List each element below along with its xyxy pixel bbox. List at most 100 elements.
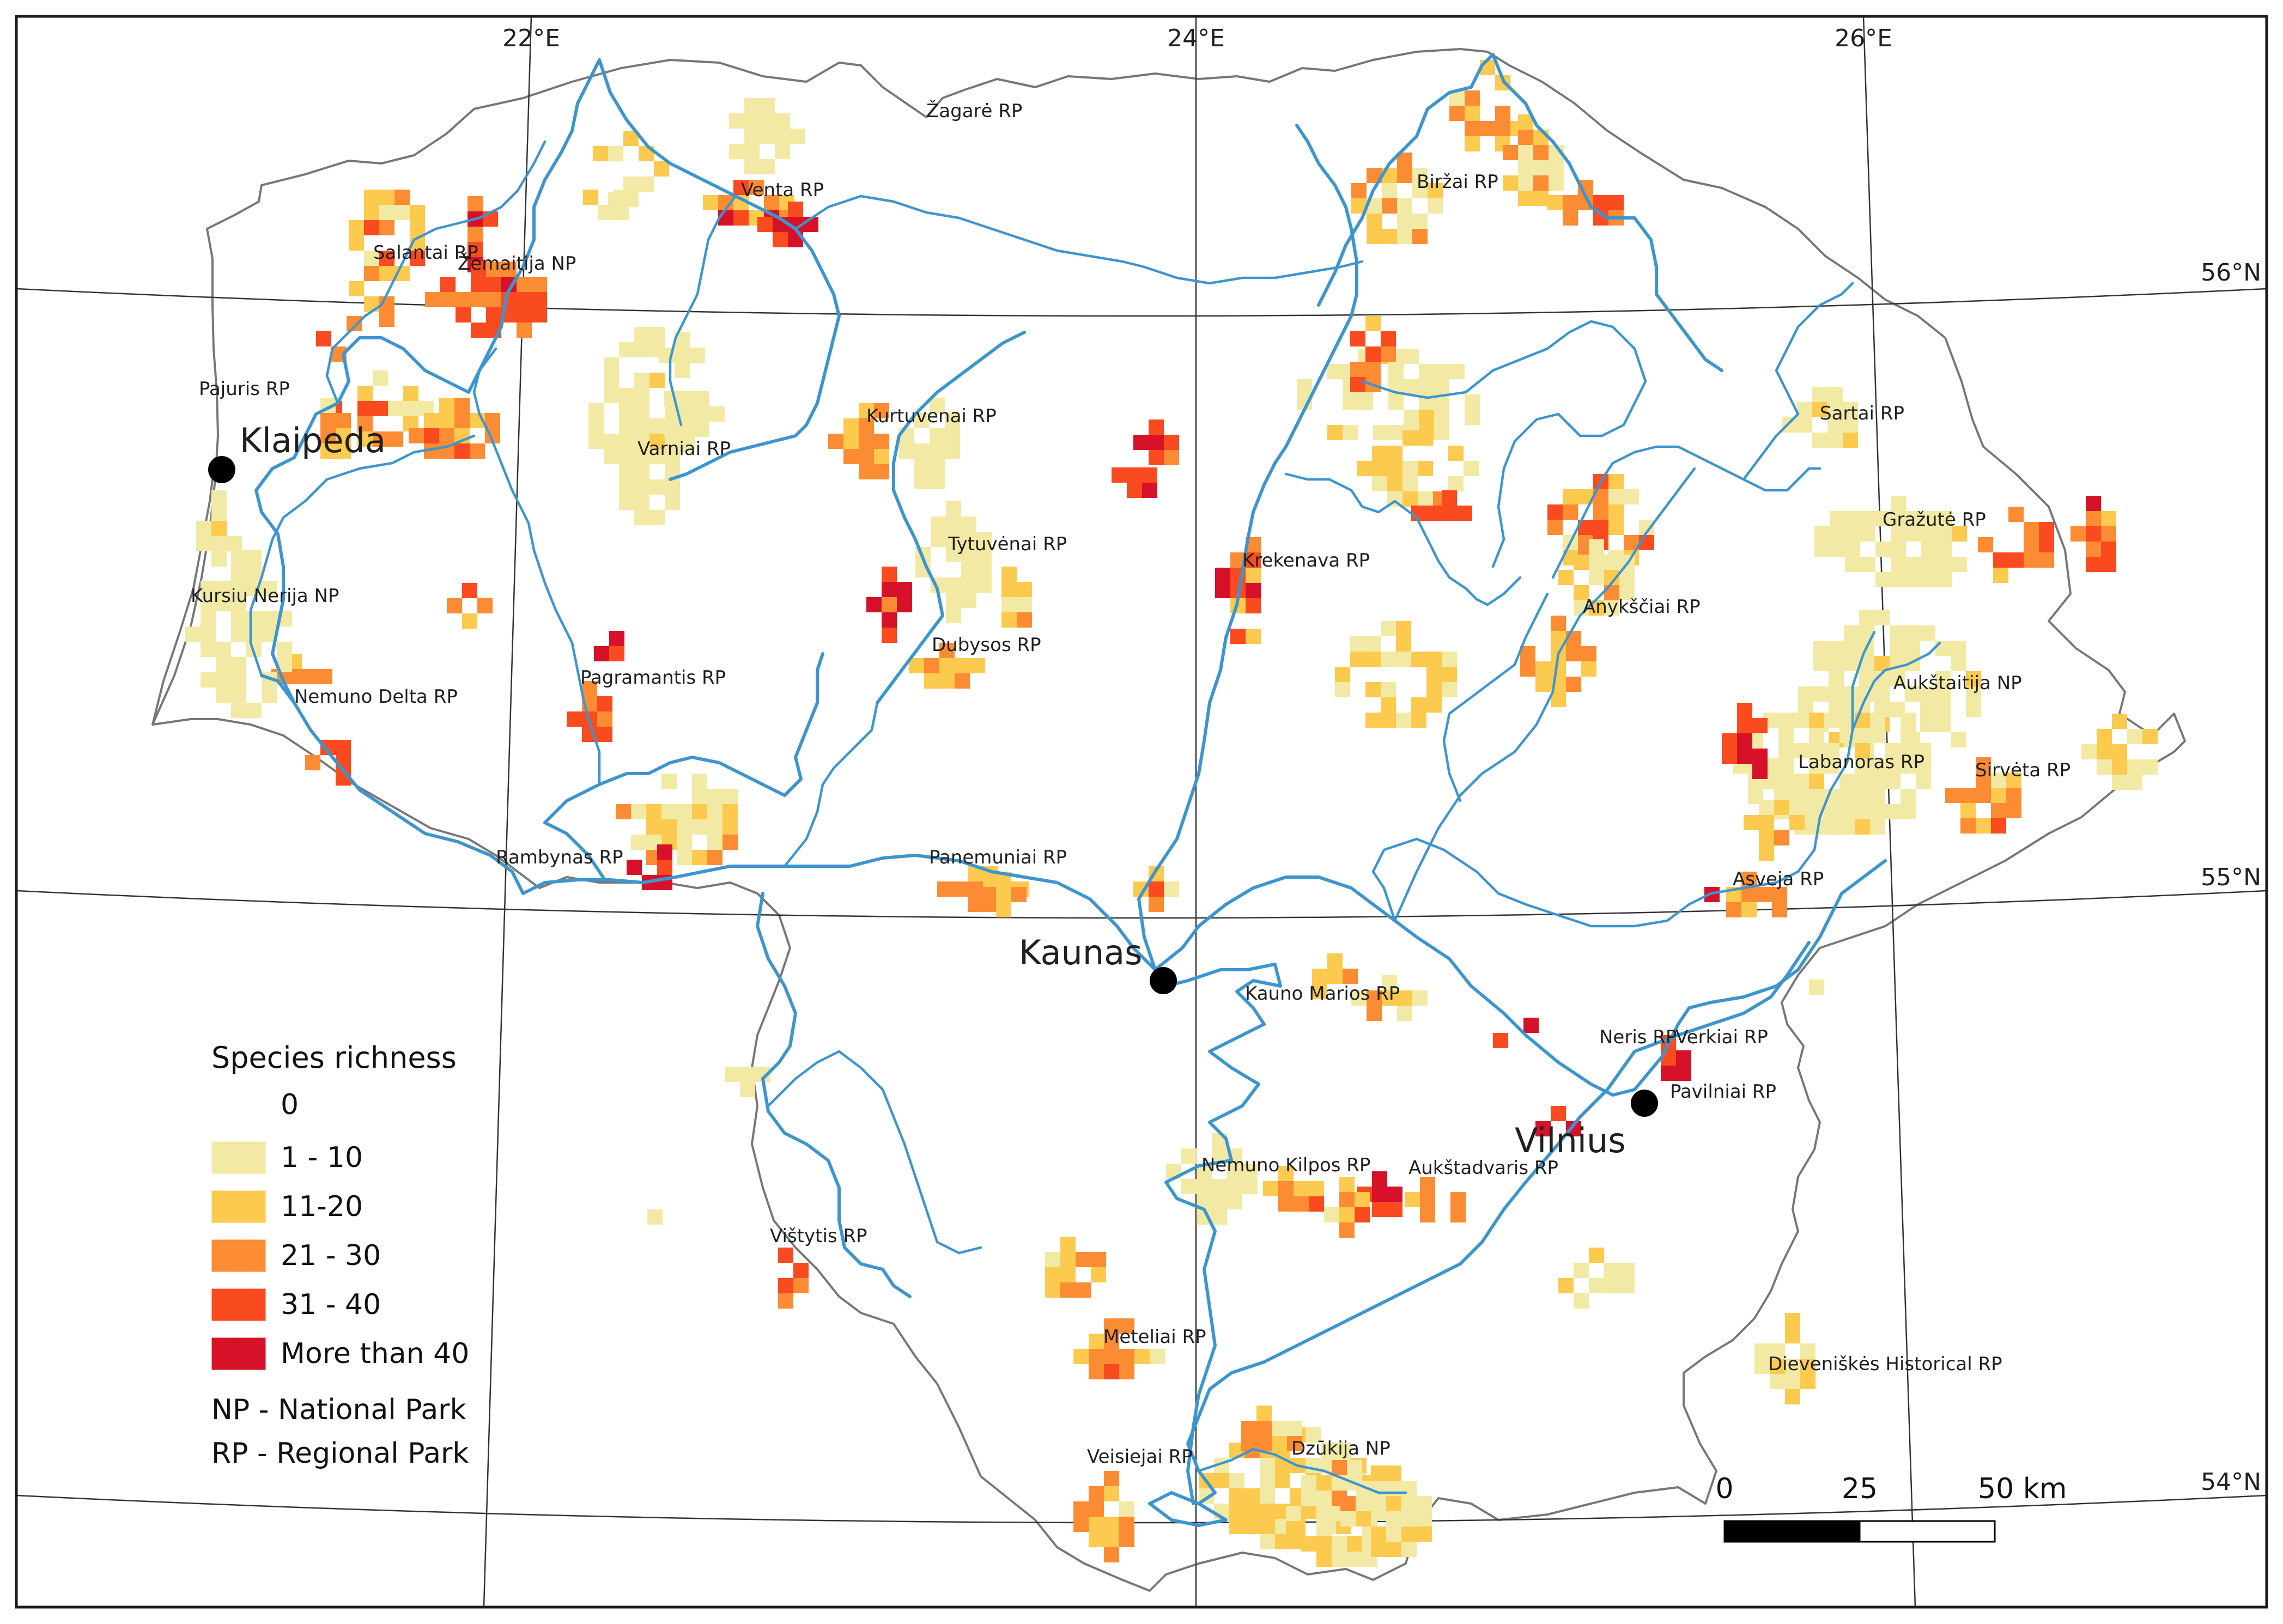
richness-cell — [357, 416, 373, 431]
richness-cell — [379, 266, 394, 281]
richness-cell — [793, 1263, 809, 1278]
richness-cell — [1316, 1552, 1332, 1567]
richness-cell — [1905, 641, 1920, 656]
richness-cell — [349, 281, 364, 296]
richness-cell — [1533, 130, 1549, 145]
richness-cell — [694, 391, 709, 406]
richness-cell — [597, 727, 612, 742]
park-label: Salantai RP — [373, 242, 478, 264]
park-label: Aukštadvaris RP — [1408, 1157, 1558, 1179]
richness-cell — [1229, 1504, 1244, 1519]
richness-cell — [1357, 461, 1372, 476]
river-network — [249, 53, 1941, 1527]
richness-cell — [631, 835, 646, 850]
richness-cell — [733, 180, 749, 195]
richness-cell — [1518, 160, 1533, 175]
park-label: Veisiejai RP — [1087, 1446, 1193, 1468]
park-label: Tytuvėnai RP — [948, 533, 1067, 555]
richness-cell — [914, 413, 930, 428]
richness-cell — [1563, 210, 1578, 226]
richness-cell — [1350, 636, 1365, 652]
richness-cell — [1558, 570, 1574, 585]
richness-cell — [1260, 1519, 1275, 1534]
richness-cell — [946, 593, 961, 608]
richness-cell — [1412, 183, 1428, 198]
richness-cell — [454, 413, 470, 428]
richness-cell — [1076, 1282, 1091, 1298]
richness-cell — [1935, 686, 1951, 702]
richness-cell — [1533, 175, 1549, 191]
richness-cell — [1619, 1278, 1635, 1293]
richness-cell — [882, 582, 897, 597]
richness-cell — [1465, 136, 1480, 151]
richness-cell — [1388, 425, 1404, 440]
richness-cell — [231, 703, 246, 718]
richness-cell — [634, 327, 649, 342]
richness-cell — [316, 331, 331, 346]
richness-cell — [1558, 1278, 1574, 1293]
richness-cell — [976, 532, 992, 547]
park-label: Biržai RP — [1417, 171, 1498, 193]
richness-cell — [1533, 145, 1549, 160]
richness-cell — [1119, 1532, 1134, 1547]
richness-cell — [931, 516, 946, 532]
richness-cell — [2039, 552, 2054, 568]
richness-cell — [1272, 1436, 1287, 1451]
richness-cell — [1936, 511, 1952, 526]
richness-cell — [614, 205, 629, 220]
richness-cell — [1951, 732, 1966, 747]
richness-cell — [1752, 718, 1768, 733]
richness-cell — [246, 611, 262, 627]
richness-cell — [2006, 803, 2021, 818]
richness-cell — [608, 146, 623, 161]
richness-cell — [336, 413, 351, 428]
richness-cell — [1901, 789, 1916, 804]
richness-cell — [1396, 621, 1411, 636]
lielupe-tributary — [1361, 320, 1647, 568]
richness-cell — [216, 672, 231, 688]
park-label: Meteliai RP — [1103, 1326, 1206, 1348]
richness-cell — [692, 819, 707, 835]
richness-cell — [262, 581, 277, 596]
richness-cell — [946, 577, 961, 593]
richness-cell — [899, 443, 914, 459]
venta-tributary — [669, 194, 737, 427]
richness-cell — [1593, 195, 1608, 210]
richness-cell — [1860, 511, 1875, 526]
richness-cell — [1860, 557, 1875, 572]
richness-cell — [1309, 1181, 1324, 1196]
richness-cell — [1844, 625, 1859, 641]
richness-cell — [828, 434, 843, 449]
sirvinta-river — [1442, 592, 1549, 802]
venta-river — [598, 58, 841, 481]
richness-cell — [588, 434, 604, 449]
richness-cell — [677, 804, 692, 819]
richness-cell — [1227, 1179, 1242, 1194]
richness-cell — [1428, 183, 1443, 198]
richness-cell — [1402, 461, 1418, 476]
richness-cell — [1774, 800, 1789, 815]
richness-cell — [1794, 713, 1809, 728]
legend-swatch-5 — [211, 1337, 266, 1371]
richness-cell — [1450, 1192, 1466, 1207]
richness-cell — [1396, 636, 1411, 652]
richness-cell — [1405, 1192, 1420, 1207]
richness-cell — [1371, 1465, 1386, 1481]
richness-cell — [665, 449, 680, 464]
richness-cell — [1382, 975, 1397, 990]
richness-cell — [1045, 1252, 1060, 1267]
richness-cell — [1089, 1517, 1104, 1532]
richness-cell — [1533, 160, 1549, 175]
richness-cell — [471, 261, 486, 277]
richness-cell — [1774, 784, 1789, 800]
richness-cell — [364, 266, 379, 281]
richness-cell — [634, 418, 649, 434]
richness-cell — [874, 434, 889, 449]
richness-cell — [201, 627, 216, 642]
richness-cell — [364, 205, 379, 220]
richness-cell — [1397, 1006, 1412, 1021]
richness-cell — [1624, 489, 1639, 504]
richness-cell — [1263, 1181, 1278, 1196]
richness-cell — [1382, 198, 1397, 214]
